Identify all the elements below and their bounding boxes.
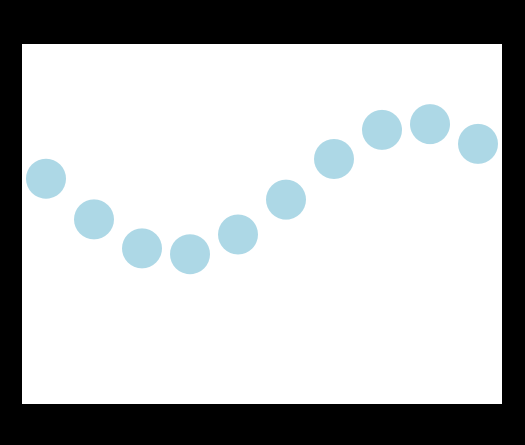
data-point: [410, 104, 450, 145]
plot-area: [22, 44, 502, 404]
data-point: [170, 234, 210, 275]
data-point: [218, 214, 258, 255]
data-point: [26, 158, 66, 199]
data-point: [458, 123, 498, 164]
data-point: [362, 109, 402, 150]
scatter-chart: [26, 104, 498, 275]
data-point: [266, 179, 306, 220]
data-point: [314, 139, 354, 179]
data-point: [74, 199, 114, 240]
data-point: [122, 228, 162, 269]
